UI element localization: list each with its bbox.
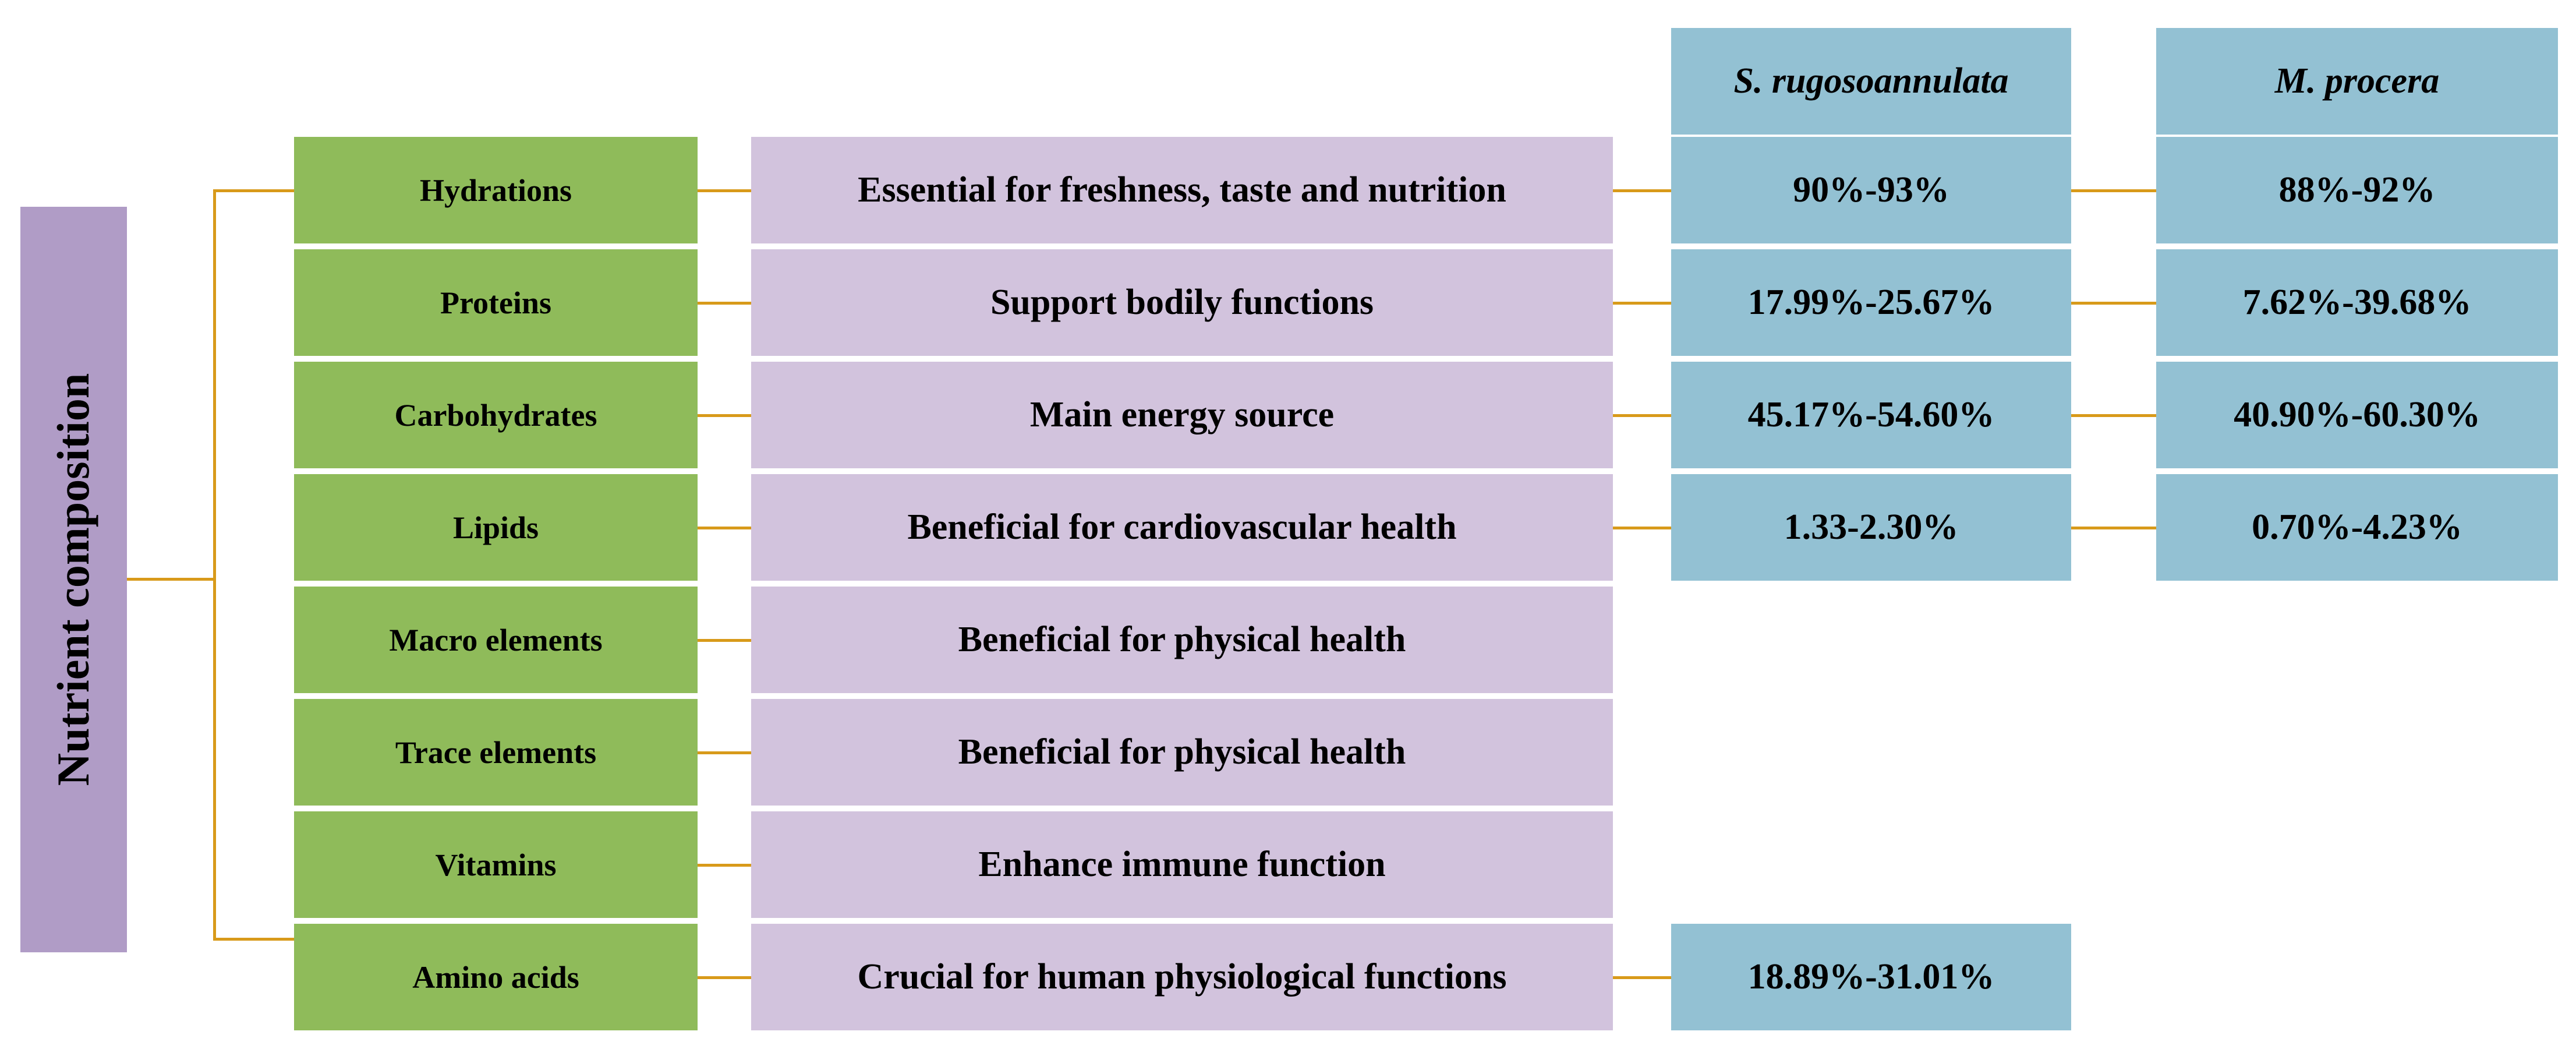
function-box: Main energy source <box>751 362 1613 468</box>
bracket-branch <box>213 938 294 941</box>
nutrient-box: Amino acids <box>294 924 698 1030</box>
nutrient-box: Trace elements <box>294 699 698 806</box>
function-value-connector <box>1613 189 1671 192</box>
m-procera-value: 0.70%-4.23% <box>2156 474 2558 581</box>
function-box: Support bodily functions <box>751 249 1613 356</box>
function-box: Crucial for human physiological function… <box>751 924 1613 1030</box>
root-node: Nutrient composition <box>20 207 127 952</box>
bracket-vertical <box>213 189 216 941</box>
species-value-connector <box>2071 414 2156 417</box>
s-rugosoannulata-value: 18.89%-31.01% <box>1671 924 2071 1030</box>
nutrient-function-connector <box>698 751 751 754</box>
s-rugosoannulata-value: 90%-93% <box>1671 137 2071 243</box>
nutrient-function-connector <box>698 527 751 529</box>
species-value-connector <box>2071 189 2156 192</box>
function-box: Beneficial for physical health <box>751 587 1613 693</box>
species-header-m-procera: M. procera <box>2156 28 2558 135</box>
nutrient-box: Hydrations <box>294 137 698 243</box>
m-procera-value: 7.62%-39.68% <box>2156 249 2558 356</box>
nutrient-box: Vitamins <box>294 811 698 918</box>
species-value-connector <box>2071 302 2156 305</box>
function-box: Enhance immune function <box>751 811 1613 918</box>
root-label: Nutrient composition <box>48 373 99 786</box>
nutrient-function-connector <box>698 302 751 305</box>
nutrient-function-connector <box>698 976 751 979</box>
function-box: Beneficial for physical health <box>751 699 1613 806</box>
function-box: Essential for freshness, taste and nutri… <box>751 137 1613 243</box>
s-rugosoannulata-value: 45.17%-54.60% <box>1671 362 2071 468</box>
function-value-connector <box>1613 976 1671 979</box>
m-procera-value: 40.90%-60.30% <box>2156 362 2558 468</box>
function-value-connector <box>1613 414 1671 417</box>
nutrient-box: Carbohydrates <box>294 362 698 468</box>
function-value-connector <box>1613 302 1671 305</box>
function-box: Beneficial for cardiovascular health <box>751 474 1613 581</box>
nutrient-function-connector <box>698 864 751 867</box>
s-rugosoannulata-value: 17.99%-25.67% <box>1671 249 2071 356</box>
bracket-branch <box>213 189 294 192</box>
nutrient-box: Macro elements <box>294 587 698 693</box>
species-header-s-rugosoannulata: S. rugosoannulata <box>1671 28 2071 135</box>
s-rugosoannulata-value: 1.33-2.30% <box>1671 474 2071 581</box>
function-value-connector <box>1613 527 1671 529</box>
nutrient-function-connector <box>698 414 751 417</box>
nutrient-box: Proteins <box>294 249 698 356</box>
m-procera-value: 88%-92% <box>2156 137 2558 243</box>
nutrient-function-connector <box>698 189 751 192</box>
nutrient-box: Lipids <box>294 474 698 581</box>
root-connector <box>127 578 214 581</box>
nutrient-function-connector <box>698 639 751 642</box>
species-value-connector <box>2071 527 2156 529</box>
